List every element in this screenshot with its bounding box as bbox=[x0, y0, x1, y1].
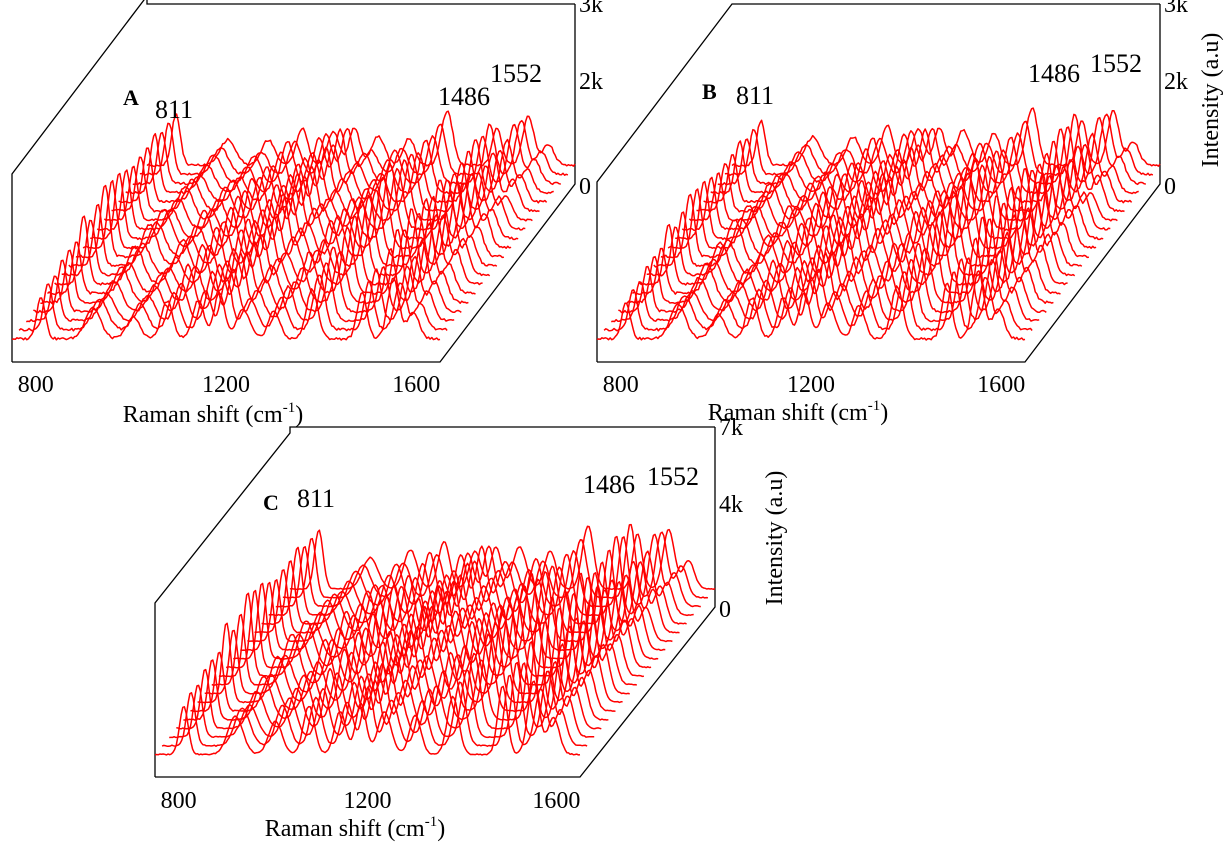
y-axis-label: Intensity (a.u) bbox=[762, 471, 788, 606]
series-1-line bbox=[154, 680, 581, 756]
panel-a: 800 1200 1600 Raman shift (cm-1) 0 2k 3k A 811 14… bbox=[11, 0, 603, 428]
box-outline bbox=[596, 3, 1161, 363]
x-axis-label: Raman shift (cm-1) bbox=[708, 398, 888, 426]
panel-label: B bbox=[702, 79, 717, 104]
series-20-line bbox=[731, 107, 1161, 168]
series-18-line bbox=[717, 116, 1146, 186]
peak-label-1486: 1486 bbox=[583, 470, 635, 499]
peak-label-1552: 1552 bbox=[1090, 49, 1142, 78]
series-20-line bbox=[289, 525, 716, 591]
x-tick-1200: 1200 bbox=[787, 372, 835, 398]
z-tick-0: 0 bbox=[579, 174, 591, 200]
peak-label-1486: 1486 bbox=[1028, 59, 1080, 88]
z-tick-0: 0 bbox=[719, 597, 731, 623]
series-group bbox=[596, 107, 1161, 341]
series-2-line bbox=[161, 674, 588, 747]
x-axis-label: Raman shift (cm-1) bbox=[123, 400, 303, 428]
peak-label-1486: 1486 bbox=[438, 82, 490, 111]
x-tick-labels: 800 1200 1600 bbox=[603, 372, 1025, 398]
series-group bbox=[11, 110, 576, 341]
series-14-line bbox=[688, 155, 1118, 222]
series-3-line bbox=[26, 262, 455, 323]
z-tick-0: 0 bbox=[1164, 174, 1176, 200]
x-tick-1200: 1200 bbox=[344, 788, 392, 814]
x-tick-800: 800 bbox=[603, 372, 639, 398]
z-tick-7k: 7k bbox=[719, 415, 743, 441]
box-outline bbox=[11, 0, 576, 363]
series-14-line bbox=[103, 159, 533, 222]
series-6-line bbox=[46, 222, 476, 296]
panel-label: A bbox=[123, 85, 139, 110]
z-tick-2k: 2k bbox=[579, 69, 603, 95]
z-tick-labels: 0 4k 7k bbox=[719, 415, 743, 623]
series-19-line bbox=[139, 119, 569, 177]
z-tick-4k: 4k bbox=[719, 492, 743, 518]
series-5-line bbox=[183, 641, 609, 721]
series-12-line bbox=[90, 164, 519, 241]
x-tick-800: 800 bbox=[18, 372, 54, 398]
peak-label-1552: 1552 bbox=[490, 59, 542, 88]
peak-labels: 811 1486 1552 bbox=[297, 462, 699, 513]
z-tick-3k: 3k bbox=[579, 0, 603, 18]
series-4-line bbox=[176, 652, 602, 730]
series-4-line bbox=[618, 242, 1047, 314]
z-tick-3k: 3k bbox=[1164, 0, 1188, 18]
x-tick-1600: 1600 bbox=[977, 372, 1025, 398]
panel-c: 800 1200 1600 Raman shift (cm-1) 0 4k 7k Intens… bbox=[154, 415, 788, 842]
z-tick-labels: 0 2k 3k bbox=[1164, 0, 1188, 200]
series-18-line bbox=[275, 533, 701, 608]
x-tick-1600: 1600 bbox=[532, 788, 580, 814]
series-1-line bbox=[11, 277, 441, 341]
y-axis-label: Intensity (a.u) bbox=[1198, 33, 1224, 168]
x-tick-800: 800 bbox=[161, 788, 197, 814]
peak-label-811: 811 bbox=[155, 95, 193, 124]
x-tick-labels: 800 1200 1600 bbox=[18, 372, 440, 398]
series-1-line bbox=[596, 270, 1026, 341]
z-tick-2k: 2k bbox=[1164, 69, 1188, 95]
peak-label-811: 811 bbox=[736, 81, 774, 110]
panel-b: 800 1200 1600 Raman shift (cm-1) 0 2k 3k Intens… bbox=[596, 0, 1224, 426]
series-group bbox=[154, 523, 716, 756]
series-2-line bbox=[18, 274, 448, 332]
peak-label-1552: 1552 bbox=[647, 462, 699, 491]
series-5-line bbox=[40, 238, 469, 305]
z-tick-labels: 0 2k 3k bbox=[579, 0, 603, 200]
axes-frame bbox=[596, 3, 1161, 363]
series-5-line bbox=[625, 231, 1054, 305]
x-axis-label: Raman shift (cm-1) bbox=[265, 814, 445, 842]
series-2-line bbox=[603, 271, 1033, 332]
x-tick-1200: 1200 bbox=[202, 372, 250, 398]
panel-label: C bbox=[263, 490, 279, 515]
peak-labels: 811 1486 1552 bbox=[736, 49, 1142, 110]
x-tick-labels: 800 1200 1600 bbox=[161, 788, 581, 814]
axes-frame bbox=[154, 426, 716, 778]
axes-frame bbox=[11, 0, 576, 363]
peak-label-811: 811 bbox=[297, 484, 335, 513]
x-tick-1600: 1600 bbox=[392, 372, 440, 398]
box-outline bbox=[154, 426, 716, 778]
